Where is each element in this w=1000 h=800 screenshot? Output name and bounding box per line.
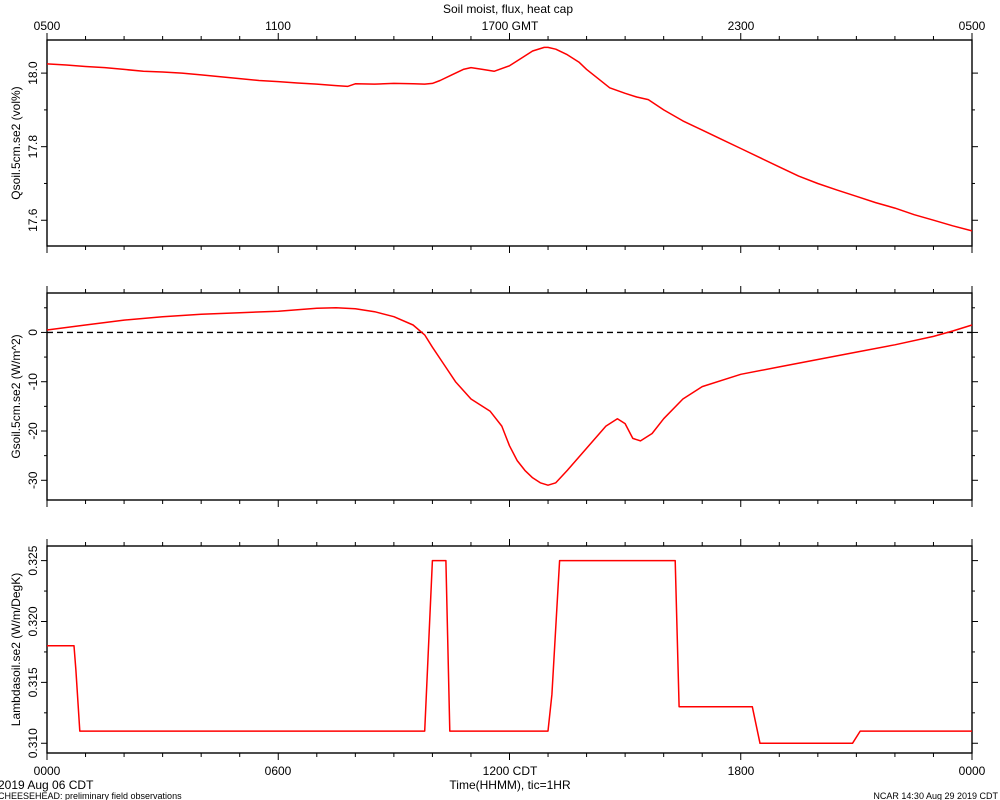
top-tick-label: 1700 GMT (482, 19, 539, 33)
y-tick-label: -30 (26, 471, 40, 489)
x-axis-label: Time(HHMM), tic=1HR (449, 778, 571, 792)
y-tick-label: -10 (26, 373, 40, 391)
series-line (46, 307, 973, 486)
plot-frame (46, 545, 973, 754)
top-tick-label: 1100 (265, 19, 291, 33)
y-tick-label: -20 (26, 422, 40, 440)
y-axis-label: Gsoil.5cm.se2 (W/m^2) (9, 334, 23, 458)
bottom-tick-label: 0600 (265, 764, 292, 778)
bottom-tick-label: 0000 (34, 764, 61, 778)
top-tick-label: 0500 (34, 19, 61, 33)
footer-right: NCAR 14:30 Aug 29 2019 CDT (873, 791, 998, 800)
y-tick-label: 17.8 (26, 135, 40, 159)
figure-title: Soil moist, flux, heat cap (443, 2, 573, 16)
plot-frame (46, 292, 973, 501)
series-line (46, 46, 973, 232)
y-tick-label: 0.310 (26, 728, 40, 758)
y-tick-label: 0.325 (26, 545, 40, 575)
footer-left: CHEESEHEAD: preliminary field observatio… (0, 791, 182, 800)
y-tick-label: 0.320 (26, 606, 40, 636)
y-axis-label: Lambdasoil.se2 (W/m/DegK) (9, 573, 23, 726)
bottom-tick-label: 1800 (728, 764, 755, 778)
top-tick-label: 0500 (959, 19, 986, 33)
bottom-tick-label: 0000 (959, 764, 986, 778)
top-tick-label: 2300 (728, 19, 755, 33)
y-tick-label: 0.315 (26, 667, 40, 697)
y-tick-label: 0 (26, 329, 40, 336)
y-tick-label: 18.0 (26, 61, 40, 85)
y-tick-label: 17.6 (26, 208, 40, 232)
series-line (47, 559, 972, 745)
date-label: 2019 Aug 06 CDT (0, 778, 94, 792)
plot-frame (46, 39, 973, 247)
bottom-tick-label: 1200 CDT (483, 764, 538, 778)
y-axis-label: Qsoil.5cm.se2 (vol%) (9, 86, 23, 199)
